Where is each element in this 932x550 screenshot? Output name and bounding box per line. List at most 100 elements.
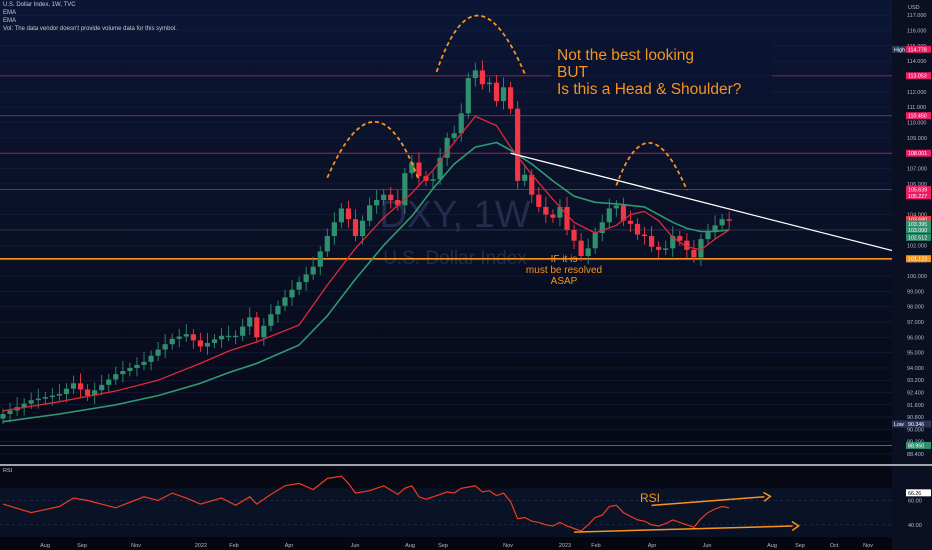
price-tag-value: 101.123 <box>908 257 927 263</box>
candle <box>493 82 500 102</box>
y-tick-label: 106.000 <box>907 182 927 188</box>
candle <box>486 82 493 85</box>
rsi-current-tag <box>906 489 931 497</box>
title-annotation-line: BUT <box>557 64 589 81</box>
candle <box>367 205 373 221</box>
candle <box>564 206 570 230</box>
candle <box>522 174 528 181</box>
x-tick-label: Feb <box>591 543 600 549</box>
head-arc <box>435 14 526 74</box>
y-tick-label: 88.400 <box>907 452 924 458</box>
candle <box>592 233 598 249</box>
x-tick-label: Aug <box>767 543 777 549</box>
candle <box>197 340 203 347</box>
x-tick-label: Nov <box>503 543 513 549</box>
price-tag <box>906 185 931 193</box>
candle <box>289 289 295 298</box>
candle <box>155 349 161 356</box>
candle <box>70 383 77 389</box>
candle <box>684 240 690 250</box>
y-tick-label: 99.000 <box>907 289 924 295</box>
candle <box>331 222 337 237</box>
price-tag-value: 102.512 <box>908 235 927 241</box>
y-tick-label: 116.000 <box>907 29 926 35</box>
y-tick-label: 96.000 <box>907 335 924 341</box>
candle <box>310 266 316 275</box>
candle <box>49 395 55 398</box>
candle <box>282 297 288 306</box>
y-tick-label: 114.000 <box>907 59 926 65</box>
candle <box>705 231 711 240</box>
candle <box>381 194 387 201</box>
y-tick-label: 93.200 <box>907 378 924 384</box>
left-shoulder-arc <box>326 120 420 182</box>
candle <box>451 133 457 138</box>
price-tag <box>906 112 931 120</box>
candle <box>613 205 619 209</box>
candle <box>120 371 126 375</box>
x-tick-label: Nov <box>863 543 873 549</box>
y-tick-label: 109.000 <box>907 136 927 142</box>
candle <box>141 361 147 365</box>
x-tick-label: Apr <box>285 543 294 549</box>
candle <box>529 174 535 195</box>
y-tick-label: 112.000 <box>907 90 926 96</box>
candle <box>148 355 154 362</box>
candle <box>35 398 41 401</box>
price-tag <box>906 255 931 263</box>
rsi-line <box>2 475 730 532</box>
price-tag-value: 105.639 <box>908 187 927 193</box>
y-tick-label: 90.800 <box>907 415 924 421</box>
ema-fast-line <box>2 115 730 412</box>
price-tag-caption-bg <box>892 45 906 53</box>
candle <box>557 206 563 218</box>
candle <box>77 383 84 390</box>
candle <box>634 223 641 235</box>
x-tick-label: Aug <box>405 543 415 549</box>
ema-indicator-2[interactable]: EMA <box>3 18 17 24</box>
price-tag-caption: Low <box>894 422 904 428</box>
candle <box>162 344 168 350</box>
candle <box>169 338 175 345</box>
price-tag-value: 103.000 <box>908 228 927 234</box>
rsi-tick-label: 40.00 <box>908 523 922 529</box>
ema-indicator-1[interactable]: EMA <box>3 10 17 16</box>
y-tick-label: 100.000 <box>907 274 927 280</box>
y-tick-label: 92.400 <box>907 391 924 397</box>
candle <box>458 113 464 134</box>
candle <box>472 70 478 79</box>
candle <box>726 219 732 221</box>
rsi-tick-label: 60.00 <box>908 498 922 504</box>
candle <box>656 246 662 250</box>
title-annotation-line: Not the best looking <box>557 47 694 64</box>
candle <box>56 394 62 396</box>
price-tag-caption: High <box>894 47 905 53</box>
x-tick-label: Feb <box>229 543 238 549</box>
candle <box>134 364 140 368</box>
rsi-pane-title: RSI <box>3 468 13 474</box>
candle <box>374 200 380 206</box>
candle <box>571 229 577 241</box>
price-tag <box>906 233 931 241</box>
candle <box>204 342 211 347</box>
candle <box>261 325 267 338</box>
candle <box>437 157 443 180</box>
x-tick-label: Jun <box>351 543 360 549</box>
y-tick-label: 117.000 <box>907 13 926 19</box>
rsi-current-value: 66.26 <box>908 491 921 497</box>
candle <box>430 179 436 181</box>
candle <box>691 249 697 258</box>
price-tag <box>906 226 931 234</box>
candle <box>92 390 98 396</box>
candle <box>226 335 232 337</box>
y-tick-label: 94.000 <box>907 366 924 372</box>
candle <box>0 413 6 419</box>
candle <box>63 388 70 395</box>
candle <box>500 87 507 102</box>
x-tick-label: Oct <box>830 543 839 549</box>
candle <box>233 335 239 337</box>
currency-label: USD <box>908 5 920 11</box>
candle <box>719 219 725 226</box>
